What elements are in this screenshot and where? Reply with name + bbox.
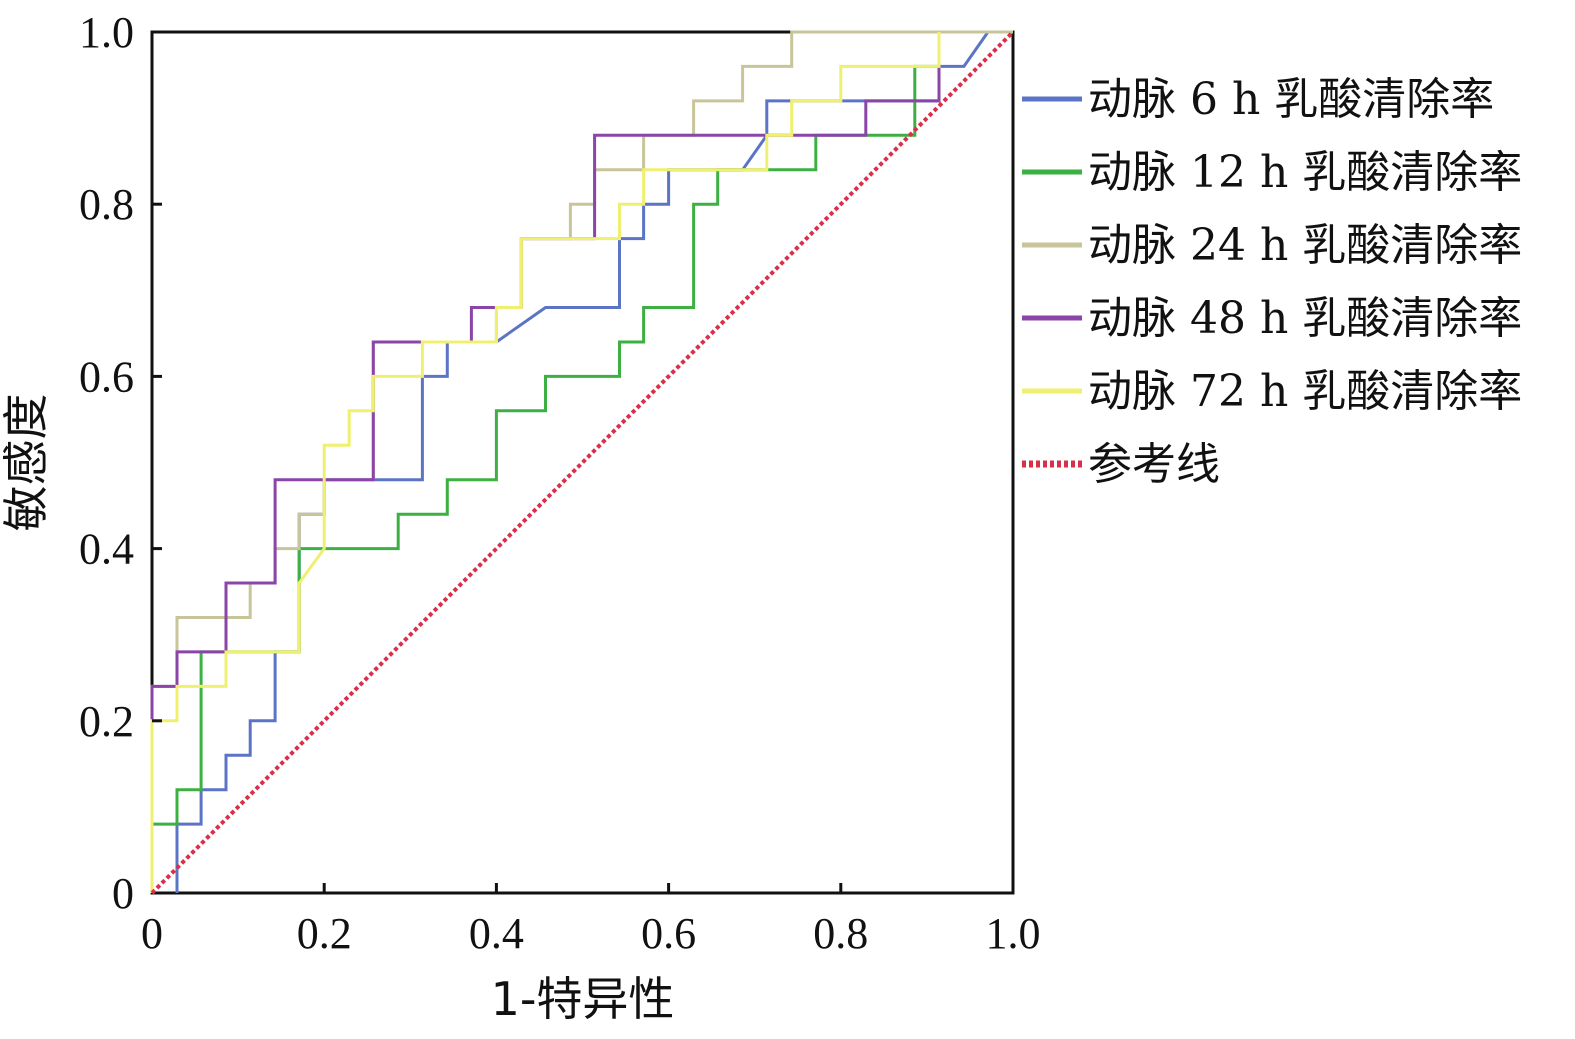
y-tick-label: 0.6	[79, 352, 134, 401]
ticks-layer: 0 0.2 0.4 0.6 0.8 1.0 0 0.2 0.4 0.6 0.8 1.0	[79, 8, 1041, 958]
legend-label: 动脉 24 h 乳酸清除率	[1088, 220, 1522, 271]
legend-label: 动脉 72 h 乳酸清除率	[1088, 366, 1522, 417]
series-line-1	[175, 30, 1013, 893]
y-tick-label: 1.0	[79, 8, 134, 57]
legend-label: 动脉 48 h 乳酸清除率	[1088, 293, 1522, 344]
y-tick-label: 0.8	[79, 180, 134, 229]
legend-label: 参考线	[1088, 439, 1220, 490]
series-line-6	[150, 30, 1015, 895]
x-tick-label: 0.2	[297, 909, 352, 958]
series-line-4	[150, 66, 941, 893]
series-line-5	[150, 32, 941, 893]
plot-frame	[150, 30, 1015, 895]
x-tick-label: 0	[141, 909, 163, 958]
y-tick-label: 0	[112, 869, 134, 918]
legend-label: 动脉 6 h 乳酸清除率	[1088, 74, 1494, 125]
y-axis-label: 敏感度	[0, 394, 53, 532]
x-axis-label: 1-特异性	[491, 972, 675, 1026]
legend-label: 动脉 12 h 乳酸清除率	[1088, 147, 1522, 198]
x-tick-label: 0.8	[813, 909, 868, 958]
x-tick-label: 0.4	[469, 909, 524, 958]
series-layer	[150, 30, 1015, 895]
x-tick-label: 0.6	[641, 909, 696, 958]
y-tick-label: 0.2	[79, 697, 134, 746]
x-tick-label: 1.0	[986, 909, 1041, 958]
y-tick-label: 0.4	[79, 525, 134, 574]
